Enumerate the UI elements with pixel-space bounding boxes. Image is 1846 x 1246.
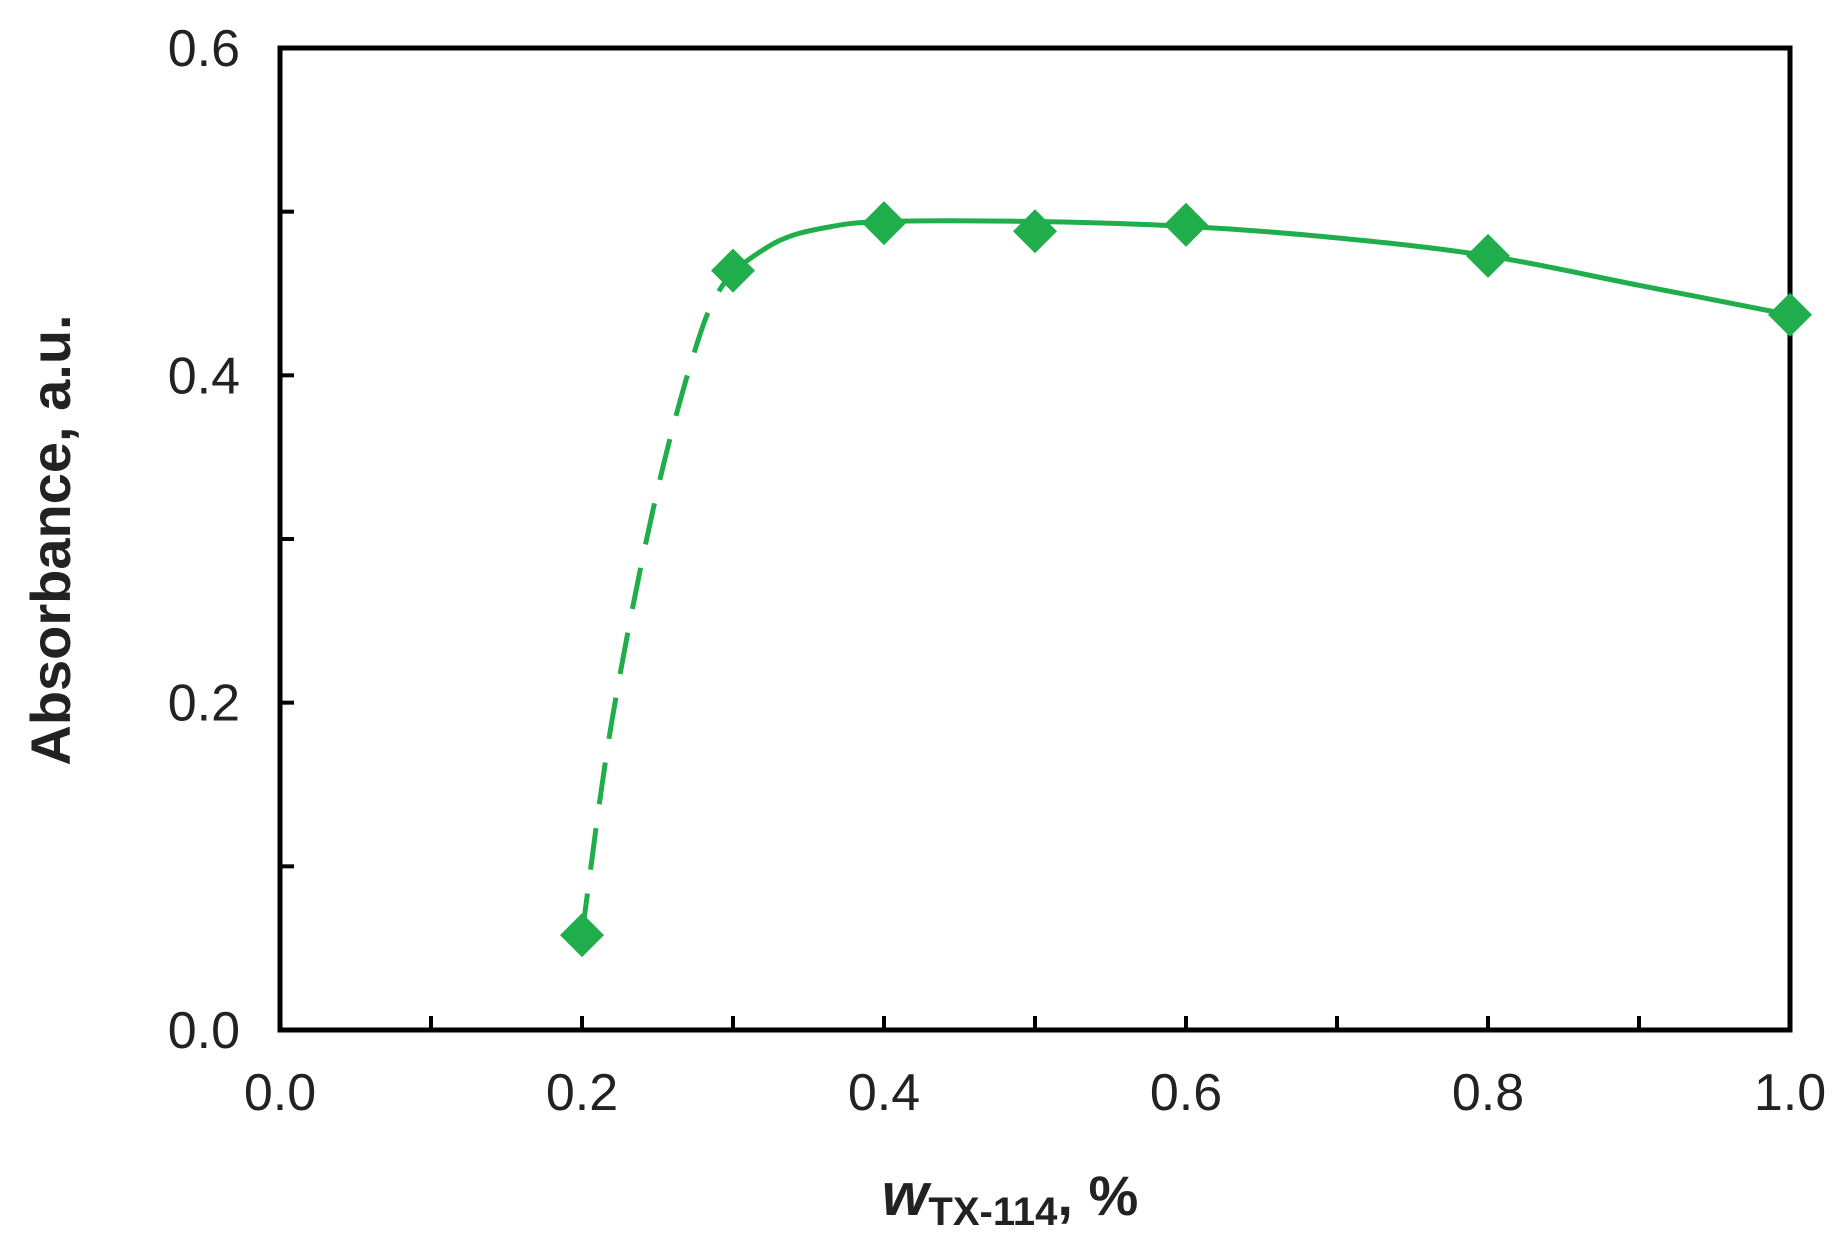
data-point — [560, 913, 604, 958]
data-point — [1164, 202, 1208, 247]
y-axis-title: Absorbance, a.u. — [19, 314, 82, 765]
series-dashed-line — [579, 269, 736, 936]
axis-ticks — [278, 46, 1792, 1032]
x-tick-label: 1.0 — [1754, 1064, 1826, 1122]
x-axis-title-subscript: TX-114 — [928, 1190, 1058, 1234]
y-tick-label: 0.2 — [168, 675, 240, 733]
data-point — [1466, 233, 1510, 278]
x-tick-label: 0.2 — [546, 1064, 618, 1122]
curves — [579, 218, 1791, 936]
tick-labels: 0.0 0.2 0.4 0.6 0.8 1.0 0.0 0.2 0.4 0.6 — [168, 20, 1826, 1122]
y-tick-label: 0.6 — [168, 20, 240, 78]
y-tick-label: 0.4 — [168, 347, 240, 405]
x-tick-label: 0.4 — [848, 1064, 920, 1122]
x-tick-label: 0.6 — [1150, 1064, 1222, 1122]
x-tick-label: 0.0 — [244, 1064, 316, 1122]
data-point — [862, 201, 906, 246]
data-point — [1768, 292, 1812, 337]
x-tick-label: 0.8 — [1452, 1064, 1524, 1122]
y-tick-label: 0.0 — [168, 1002, 240, 1060]
x-axis-title: wTX-114, % — [882, 1161, 1139, 1234]
x-axis-title-suffix: , % — [1057, 1164, 1138, 1227]
data-point — [1013, 209, 1057, 254]
x-axis-title-main: w — [882, 1161, 932, 1228]
plot-frame — [277, 45, 1793, 1033]
data-point — [711, 248, 755, 293]
markers — [560, 201, 1812, 958]
